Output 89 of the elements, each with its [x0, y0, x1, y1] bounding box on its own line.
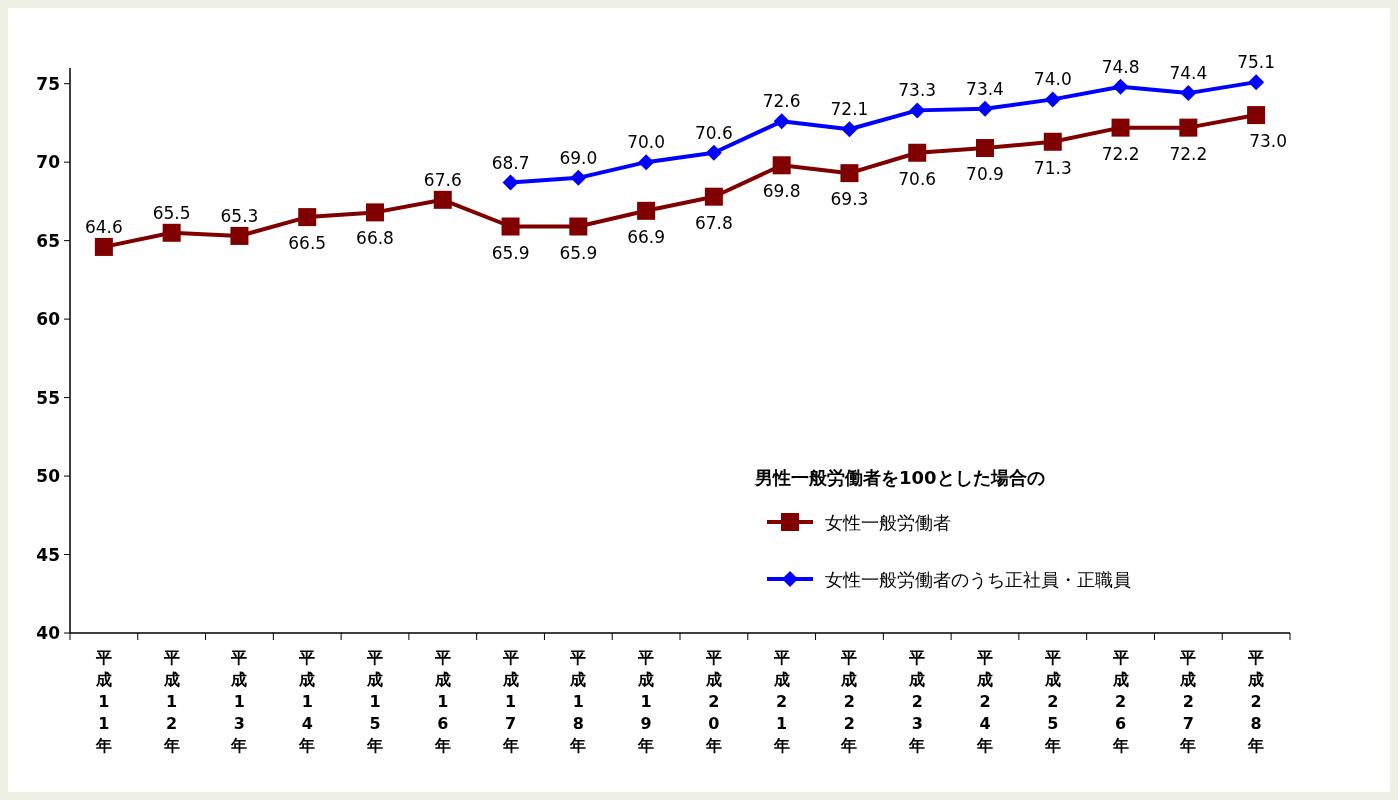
- x-tick-label: 平成20年: [704, 648, 722, 755]
- data-label: 74.4: [1169, 63, 1208, 84]
- x-tick-label: 平成22年: [840, 648, 858, 755]
- point: [1180, 85, 1197, 102]
- point: [1248, 74, 1265, 91]
- x-tick-label: 平成26年: [1111, 648, 1129, 755]
- y-tick-label: 45: [36, 544, 60, 565]
- point: [1179, 118, 1198, 137]
- y-tick-label: 55: [36, 387, 60, 408]
- y-tick-label: 65: [36, 230, 60, 251]
- point: [502, 174, 519, 191]
- point: [977, 100, 993, 117]
- point: [1043, 132, 1062, 151]
- data-label: 70.6: [898, 168, 937, 189]
- point: [501, 217, 520, 236]
- y-tick-label: 70: [36, 152, 61, 173]
- y-tick-label: 40: [36, 623, 61, 643]
- data-label: 69.8: [762, 181, 801, 202]
- point: [433, 190, 452, 209]
- x-tick-label: 平成19年: [637, 648, 655, 755]
- data-label: 69.0: [559, 147, 598, 168]
- data-label: 65.9: [491, 242, 530, 263]
- data-label: 72.2: [1101, 143, 1140, 164]
- data-label: 72.1: [830, 99, 869, 120]
- point: [570, 169, 587, 186]
- legend-title: 男性一般労働者を100とした場合の: [754, 467, 1045, 488]
- point: [1111, 118, 1130, 137]
- x-tick-label: 平成17年: [501, 648, 519, 755]
- data-label: 67.8: [694, 212, 733, 233]
- data-label: 65.5: [152, 202, 191, 223]
- point: [976, 139, 994, 158]
- data-label: 74.0: [1033, 69, 1072, 90]
- y-tick-label: 75: [36, 73, 60, 94]
- data-label: 72.2: [1169, 143, 1208, 164]
- x-tick-label: 平成16年: [433, 648, 451, 755]
- x-tick-label: 平成23年: [908, 648, 926, 755]
- data-label: 70.6: [694, 122, 733, 143]
- point: [908, 143, 927, 162]
- legend-label: 女性一般労働者: [825, 512, 951, 533]
- x-tick-label: 平成13年: [230, 648, 248, 755]
- point: [909, 102, 926, 119]
- point: [1112, 78, 1129, 95]
- x-tick-label: 平成25年: [1043, 648, 1061, 755]
- point: [840, 164, 859, 183]
- data-label: 72.6: [762, 91, 801, 112]
- x-tick-label: 平成12年: [162, 648, 180, 755]
- point: [298, 208, 317, 227]
- data-label: 66.8: [356, 228, 394, 249]
- data-label: 73.3: [898, 80, 937, 101]
- point: [366, 203, 384, 222]
- y-tick-label: 50: [36, 466, 61, 487]
- data-label: 65.3: [220, 205, 259, 226]
- x-tick-label: 平成15年: [366, 648, 383, 755]
- data-label: 69.3: [830, 189, 869, 210]
- data-label: 73.4: [966, 78, 1004, 99]
- data-label: 71.3: [1033, 157, 1072, 178]
- data-label: 74.8: [1101, 56, 1140, 77]
- point: [230, 226, 249, 245]
- data-label: 64.6: [84, 216, 123, 237]
- x-tick-label: 平成28年: [1247, 648, 1265, 755]
- point: [569, 217, 588, 236]
- point: [705, 144, 722, 161]
- x-tick-label: 平成11年: [94, 648, 112, 755]
- point: [704, 187, 723, 206]
- data-label: 70.0: [627, 132, 666, 153]
- point: [638, 154, 655, 171]
- data-label: 68.7: [491, 152, 530, 173]
- point: [1044, 91, 1061, 108]
- point: [1247, 106, 1266, 125]
- data-label: 67.6: [423, 169, 462, 190]
- point: [773, 113, 790, 130]
- legend-label: 女性一般労働者のうち正社員・正職員: [825, 569, 1131, 590]
- x-tick-label: 平成18年: [569, 648, 587, 755]
- point: [772, 156, 791, 175]
- x-tick-label: 平成27年: [1179, 648, 1197, 755]
- point: [637, 201, 656, 220]
- data-label: 66.9: [627, 226, 666, 247]
- y-tick-label: 60: [36, 309, 61, 330]
- point: [94, 237, 113, 256]
- x-tick-label: 平成14年: [298, 648, 316, 755]
- data-label: 66.5: [288, 233, 327, 254]
- data-label: 73.0: [1249, 131, 1288, 152]
- point: [841, 121, 858, 138]
- x-tick-label: 平成21年: [772, 648, 790, 755]
- data-label: 65.9: [559, 242, 598, 263]
- data-label: 70.9: [966, 164, 1004, 185]
- data-label: 75.1: [1237, 52, 1276, 73]
- point: [162, 223, 181, 242]
- x-tick-label: 平成24年: [976, 648, 993, 755]
